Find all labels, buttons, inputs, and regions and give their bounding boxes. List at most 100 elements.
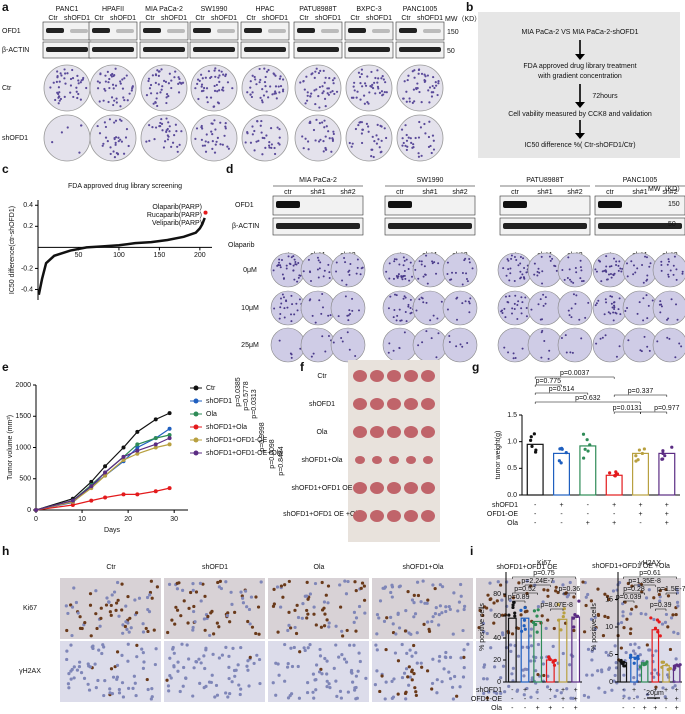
colony — [374, 92, 377, 95]
nucleus — [96, 678, 100, 683]
nucleus — [622, 694, 626, 698]
colony — [455, 297, 458, 300]
nucleus — [590, 649, 594, 653]
colony-plate — [190, 114, 238, 162]
nucleus — [482, 605, 487, 609]
colony — [538, 271, 541, 274]
factor-label: Ola — [491, 705, 502, 712]
nucleus — [593, 627, 598, 631]
nucleus — [152, 628, 156, 632]
colony — [167, 121, 170, 124]
colony — [250, 95, 254, 99]
colony — [147, 79, 150, 83]
colony — [551, 257, 554, 260]
colony — [645, 256, 648, 259]
colony — [346, 314, 349, 317]
nucleus — [584, 595, 588, 599]
colony — [72, 95, 75, 99]
colony — [537, 267, 540, 270]
colony — [437, 262, 440, 265]
colony — [294, 263, 297, 266]
nucleus — [134, 693, 138, 698]
nucleus — [231, 646, 235, 650]
colony — [302, 270, 305, 273]
colony-plate — [140, 114, 188, 162]
dot — [619, 659, 623, 664]
nucleus — [654, 685, 658, 689]
nucleus — [275, 585, 280, 589]
colony-plate — [592, 252, 628, 288]
colony — [456, 318, 459, 321]
nucleus — [100, 651, 104, 656]
colony — [431, 134, 435, 137]
nucleus — [416, 593, 421, 598]
sign: + — [638, 502, 642, 509]
nucleus — [101, 643, 105, 647]
colony — [643, 335, 646, 338]
colony — [203, 86, 206, 90]
colony — [168, 72, 171, 75]
colony — [418, 298, 421, 301]
nucleus — [652, 675, 656, 679]
nucleus — [413, 686, 417, 690]
nucleus — [652, 617, 656, 622]
bracket — [512, 592, 538, 595]
colony — [419, 126, 423, 129]
nucleus — [522, 693, 526, 697]
colony — [392, 316, 395, 319]
dot — [632, 661, 636, 665]
colony — [267, 68, 270, 72]
colony — [204, 76, 207, 79]
colony — [398, 308, 401, 311]
colony — [666, 318, 669, 321]
nucleus — [671, 613, 675, 617]
nucleus — [572, 628, 576, 633]
mw-mark: 150 — [668, 201, 680, 208]
colony — [519, 255, 522, 258]
point — [135, 448, 140, 453]
panel-label: b — [466, 0, 473, 14]
colony — [103, 87, 106, 91]
colony — [537, 303, 540, 306]
nucleus — [109, 603, 113, 608]
nucleus — [343, 579, 347, 583]
colony — [359, 98, 362, 101]
colony — [211, 147, 214, 150]
colony — [603, 313, 606, 316]
colony — [508, 279, 511, 282]
nucleus — [320, 672, 324, 676]
colony — [157, 83, 160, 86]
nucleus — [604, 650, 608, 655]
colony — [401, 144, 404, 147]
nucleus — [104, 603, 109, 607]
dot — [664, 663, 669, 667]
colony — [293, 278, 296, 281]
nucleus — [541, 662, 545, 666]
colony — [403, 274, 406, 277]
nucleus — [305, 594, 309, 598]
colony-plate — [294, 114, 342, 162]
nucleus — [489, 608, 493, 612]
nucleus — [440, 611, 444, 615]
colony — [318, 299, 321, 302]
colony — [289, 263, 292, 266]
colony — [283, 316, 286, 319]
sign: + — [664, 687, 668, 694]
colony — [159, 121, 162, 125]
colony — [270, 143, 273, 146]
bar — [658, 452, 676, 496]
p-value: p=0.0385 — [235, 377, 242, 406]
nucleus — [111, 675, 116, 679]
nucleus — [447, 604, 451, 609]
nucleus — [248, 655, 252, 659]
bar — [533, 620, 543, 683]
colony — [77, 82, 80, 85]
band — [217, 29, 235, 33]
point — [153, 436, 158, 441]
band — [388, 223, 472, 229]
nucleus — [121, 631, 125, 635]
colony — [376, 123, 379, 126]
flow-text: FDA approved drug library treatment — [523, 63, 636, 70]
band — [92, 47, 134, 52]
band — [423, 29, 441, 33]
